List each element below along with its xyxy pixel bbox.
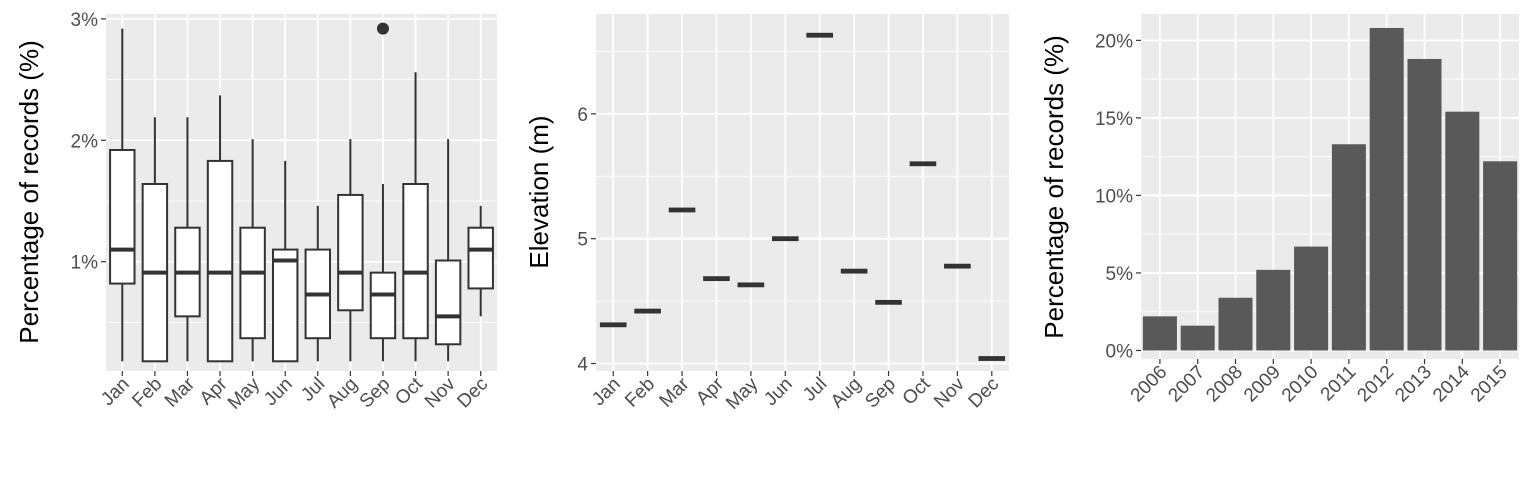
box-sep [369, 271, 397, 340]
x-tick-label-1: Oct [899, 373, 935, 409]
elevation-bar-jul [806, 32, 834, 38]
x-tick-label-2: 2009 [1240, 362, 1285, 407]
x-tick-label-2: 2006 [1127, 362, 1172, 407]
x-tick-label-1: Dec [965, 374, 1004, 413]
y-tick-label-0: 1% [71, 253, 99, 274]
elevation-bar-nov [944, 263, 971, 269]
x-tick-label-0: Apr [196, 373, 232, 409]
box-may [239, 226, 266, 340]
bar-2008 [1218, 297, 1253, 351]
y-tick-label-1: 5 [577, 230, 588, 251]
y-tick-label-1: 6 [577, 105, 588, 126]
elevation-bar-sep [875, 299, 902, 305]
x-tick-label-2: 2012 [1353, 362, 1398, 407]
bar-2010 [1294, 246, 1329, 351]
x-tick-label-0: May [224, 373, 265, 414]
box-aug [337, 193, 364, 312]
y-tick-label-2: 0% [1106, 341, 1134, 362]
box-nov [434, 259, 462, 346]
x-tick-label-1: Jan [588, 374, 625, 411]
x-tick-label-1: Sep [861, 374, 900, 413]
bar-2013 [1407, 58, 1442, 351]
x-tick-label-0: Sep [356, 374, 395, 413]
y-axis-title-2: Percentage of records (%) [1039, 35, 1069, 338]
box-dec [467, 226, 494, 290]
y-tick-label-1: 4 [577, 355, 588, 376]
x-tick-label-1: Jun [760, 374, 797, 411]
bar-2012 [1369, 27, 1404, 351]
elevation-bar-mar [668, 207, 696, 213]
bar-2007 [1180, 325, 1215, 351]
bar-2014 [1445, 111, 1480, 351]
bar-2009 [1256, 269, 1291, 351]
elevation-bar-aug [840, 268, 868, 274]
elevation-bar-dec [978, 356, 1006, 361]
elevation-bar-jun [771, 236, 799, 242]
x-tick-label-2: 2013 [1391, 362, 1436, 407]
panel-background-0 [106, 14, 497, 371]
x-tick-label-0: Nov [421, 373, 460, 412]
bar-2015 [1483, 161, 1518, 351]
x-tick-label-2: 2015 [1467, 362, 1512, 407]
box-jan [109, 149, 136, 285]
elevation-bar-may [737, 282, 765, 288]
x-tick-label-2: 2014 [1429, 361, 1474, 406]
y-tick-label-0: 3% [71, 10, 99, 31]
x-tick-label-1: Nov [930, 373, 969, 412]
elevation-bar-jan [599, 322, 627, 328]
y-tick-label-2: 5% [1106, 264, 1134, 285]
x-tick-label-2: 2011 [1317, 362, 1361, 406]
box-oct [402, 183, 429, 340]
x-tick-label-0: Jan [97, 374, 134, 411]
y-tick-label-2: 20% [1095, 31, 1133, 52]
x-tick-label-0: Dec [453, 374, 492, 413]
y-tick-label-2: 10% [1095, 186, 1133, 207]
y-tick-label-0: 2% [71, 131, 99, 152]
outlier-point [376, 22, 389, 35]
y-axis-title-0: Percentage of records (%) [14, 40, 44, 343]
x-tick-label-0: Jun [260, 374, 297, 411]
y-tick-label-2: 15% [1095, 109, 1133, 130]
x-tick-label-2: 2008 [1202, 362, 1247, 407]
y-axis-title-1: Elevation (m) [524, 115, 554, 268]
x-tick-label-0: Oct [391, 373, 427, 409]
x-tick-label-1: Jul [799, 374, 831, 406]
x-tick-label-1: Aug [827, 374, 866, 413]
x-tick-label-0: Feb [128, 374, 166, 412]
elevation-bar-oct [909, 161, 937, 167]
x-tick-label-1: May [722, 373, 763, 414]
elevation-bar-feb [634, 308, 661, 314]
bar-2006 [1142, 316, 1177, 351]
x-tick-label-2: 2007 [1164, 362, 1209, 407]
x-tick-label-0: Jul [297, 374, 329, 406]
x-tick-label-0: Mar [161, 373, 199, 411]
x-tick-label-1: Feb [621, 374, 659, 412]
box-apr [206, 159, 234, 363]
elevation-bar-apr [703, 276, 730, 282]
box-jun [271, 248, 299, 363]
x-tick-label-2: 2010 [1278, 362, 1323, 407]
bar-2011 [1331, 144, 1366, 351]
panel-background-1 [596, 14, 1009, 371]
x-tick-label-1: Mar [656, 373, 694, 411]
x-tick-label-0: Aug [323, 374, 362, 413]
x-tick-label-1: Apr [692, 373, 728, 409]
